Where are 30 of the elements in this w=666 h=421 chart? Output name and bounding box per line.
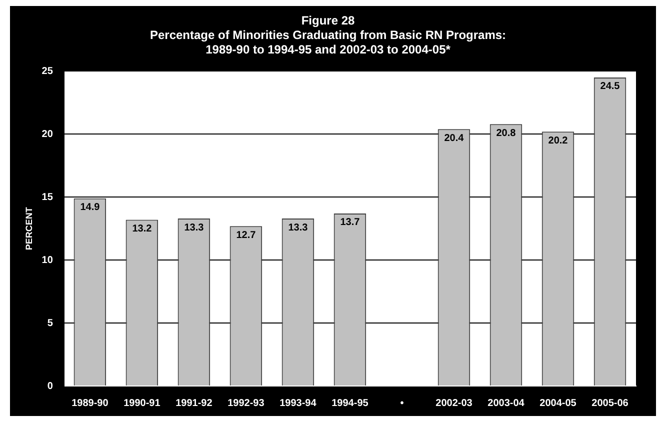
data-label: 12.7: [236, 230, 256, 241]
data-label: 13.3: [184, 222, 204, 234]
x-tick-label: 1989-90: [72, 398, 109, 409]
chart-title: Figure 28: [301, 14, 355, 28]
x-tick-label: 2005-06: [592, 398, 629, 409]
x-tick-label: 2004-05: [540, 398, 577, 409]
y-tick-label: 5: [47, 318, 54, 329]
y-axis-title: PERCENT: [24, 206, 34, 250]
x-tick-label: 1993-94: [280, 398, 317, 409]
data-label: 13.7: [340, 217, 360, 228]
data-label: 13.2: [132, 224, 152, 235]
y-tick-label: 0: [47, 380, 54, 392]
data-label: 20.4: [444, 132, 464, 144]
x-tick-label: 2002-03: [436, 398, 473, 409]
data-label: 24.5: [600, 81, 620, 92]
data-label: 20.8: [496, 128, 516, 139]
y-tick-label: 20: [42, 128, 54, 140]
chart-subtitle: Percentage of Minorities Graduating from Basic RN Programs: 1989-90 to 1994-95 and 2002-03 to 2004-05*: [150, 28, 506, 56]
data-label: 14.9: [80, 202, 100, 214]
x-tick-label: •: [400, 398, 404, 409]
y-tick-label: 25: [42, 66, 54, 77]
y-tick-label: 15: [42, 192, 54, 203]
data-label: 13.3: [288, 222, 308, 234]
x-tick-label: 1991-92: [176, 398, 213, 409]
x-tick-label: 1994-95: [332, 398, 369, 409]
x-tick-label: 1990-91: [124, 398, 161, 409]
y-tick-label: 10: [42, 254, 54, 266]
x-tick-label: 2003-04: [488, 398, 525, 409]
x-tick-label: 1992-93: [228, 398, 265, 409]
data-label: 20.2: [548, 135, 568, 146]
